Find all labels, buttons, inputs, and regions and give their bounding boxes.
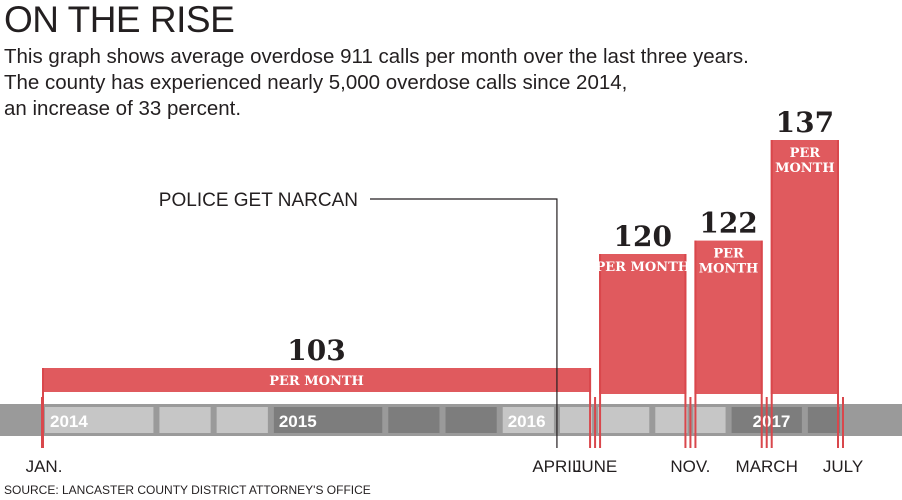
band-segment	[216, 407, 268, 433]
per-month-label: MONTH	[699, 262, 759, 277]
data-label: 103	[287, 334, 345, 367]
band-segment	[598, 407, 650, 433]
band-segment	[693, 407, 726, 433]
per-month-label: PER	[713, 247, 744, 262]
annotation-label: POLICE GET NARCAN	[159, 190, 358, 211]
band-segment	[655, 407, 688, 433]
source-note: SOURCE: LANCASTER COUNTY DISTRICT ATTORN…	[4, 483, 371, 497]
tick-label: JULY	[823, 457, 863, 476]
chart-title: ON THE RISE	[4, 0, 235, 40]
per-month-label: PER MONTH	[269, 374, 364, 389]
tick-label: JAN.	[26, 457, 63, 476]
bar	[694, 240, 763, 394]
data-label: 120	[614, 220, 672, 253]
band-segment	[159, 407, 211, 433]
band-segment	[502, 407, 554, 433]
annotation-leader	[370, 198, 558, 397]
tick-label: NOV.	[670, 457, 710, 476]
band-segment	[559, 407, 593, 433]
description-line: an increase of 33 percent.	[4, 97, 242, 120]
data-label: 122	[699, 207, 757, 240]
band-segment	[807, 407, 840, 433]
band-segment	[45, 407, 154, 433]
year-label: 2016	[508, 412, 546, 431]
band-segment	[388, 407, 440, 433]
chart-description: This graph shows average overdose 911 ca…	[4, 44, 749, 122]
tick-label: MARCH	[736, 457, 798, 476]
annotations: POLICE GET NARCAN	[159, 190, 558, 397]
band-segment	[445, 407, 497, 433]
data-label: 137	[776, 106, 834, 139]
year-label: 2015	[279, 412, 317, 431]
bar	[42, 368, 592, 392]
per-month-label: PER	[790, 146, 821, 161]
timeline-band: 2014201520162017	[0, 404, 902, 436]
band-segment	[273, 407, 383, 433]
year-label: 2014	[50, 412, 88, 431]
description-line: The county has experienced nearly 5,000 …	[4, 71, 628, 94]
tick-label: APRIL	[532, 457, 581, 476]
description-line: This graph shows average overdose 911 ca…	[4, 45, 749, 68]
per-month-label: PER MONTH	[595, 260, 690, 275]
tick-label: JUNE	[573, 457, 617, 476]
bar	[770, 140, 839, 394]
per-month-label: MONTH	[775, 161, 835, 176]
bar	[599, 254, 687, 394]
